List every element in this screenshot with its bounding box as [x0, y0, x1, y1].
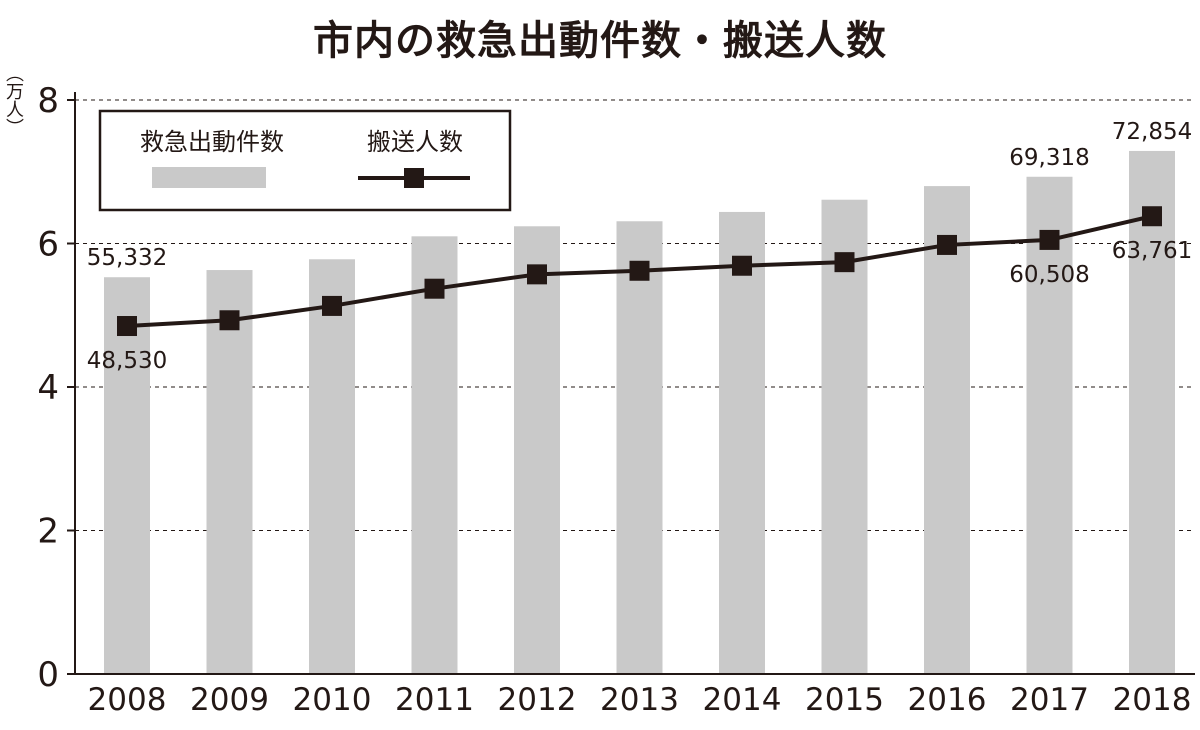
x-tick-label: 2014	[703, 682, 782, 718]
x-tick-label: 2010	[293, 682, 372, 718]
y-axis-unit-label: （万人）	[3, 64, 24, 136]
bar	[514, 226, 560, 674]
line-marker	[1039, 229, 1060, 250]
data-label: 63,761	[1112, 238, 1192, 264]
line-marker	[219, 310, 240, 331]
x-tick-label: 2011	[395, 682, 474, 718]
bar	[719, 211, 765, 674]
line-marker	[117, 316, 137, 337]
chart-title: 市内の救急出動件数・搬送人数	[313, 18, 887, 64]
line-marker	[937, 234, 957, 255]
legend-label-line: 搬送人数	[367, 128, 463, 156]
legend-swatch-bars	[152, 167, 266, 188]
legend: 救急出動件数 搬送人数	[98, 109, 512, 212]
line-marker	[629, 260, 650, 281]
data-label: 69,318	[1009, 145, 1089, 171]
bar	[206, 270, 253, 674]
data-label: 60,508	[1009, 262, 1089, 288]
line-marker	[527, 264, 547, 285]
line-marker	[732, 255, 752, 276]
x-tick-label: 2008	[88, 682, 167, 718]
bar	[309, 259, 355, 674]
bar	[1129, 150, 1175, 674]
bar	[616, 221, 663, 674]
x-tick-label: 2009	[190, 682, 269, 718]
x-tick-label: 2018	[1113, 682, 1192, 718]
y-tick-label: 6	[37, 225, 59, 265]
legend-swatch-marker	[404, 168, 424, 188]
data-label: 55,332	[87, 245, 167, 271]
bar	[411, 236, 458, 674]
y-tick-label: 2	[37, 512, 59, 552]
x-tick-label: 2015	[805, 682, 884, 718]
line-marker	[834, 252, 855, 273]
legend-label-bars: 救急出動件数	[140, 128, 284, 156]
line-marker	[1142, 206, 1162, 227]
line-marker	[424, 278, 445, 299]
x-tick-label: 2013	[600, 682, 679, 718]
line-marker	[322, 295, 342, 316]
x-tick-label: 2012	[498, 682, 577, 718]
legend-box	[98, 109, 512, 212]
y-tick-label: 8	[37, 81, 59, 121]
y-tick-label: 0	[37, 655, 59, 695]
y-tick-label: 4	[37, 368, 59, 408]
data-label: 72,854	[1112, 119, 1192, 145]
bar	[924, 186, 970, 674]
bar	[1026, 176, 1073, 674]
x-tick-label: 2016	[908, 682, 987, 718]
bar	[821, 199, 868, 675]
bar	[104, 277, 150, 674]
data-label: 48,530	[87, 348, 167, 374]
x-tick-label: 2017	[1010, 682, 1089, 718]
